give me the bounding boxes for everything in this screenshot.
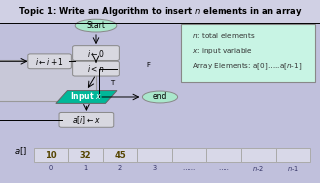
Text: ……: …… [182, 165, 196, 171]
Text: end: end [153, 92, 167, 102]
Text: $i \leftarrow 0$: $i \leftarrow 0$ [87, 48, 105, 59]
FancyBboxPatch shape [73, 46, 119, 60]
FancyBboxPatch shape [59, 112, 114, 127]
Text: T: T [110, 80, 114, 86]
Text: $n$: total elements: $n$: total elements [192, 31, 255, 40]
Text: F: F [147, 62, 151, 68]
Ellipse shape [142, 91, 178, 103]
Text: 32: 32 [80, 151, 91, 160]
Text: 45: 45 [114, 151, 126, 160]
Text: $i \leftarrow i+1$: $i \leftarrow i+1$ [35, 56, 64, 67]
Text: $i < n$: $i < n$ [87, 63, 105, 74]
Text: 1: 1 [84, 165, 87, 171]
Text: Input $x$: Input $x$ [70, 90, 102, 104]
FancyBboxPatch shape [34, 148, 68, 162]
FancyBboxPatch shape [206, 148, 241, 162]
FancyBboxPatch shape [0, 60, 96, 101]
FancyBboxPatch shape [241, 148, 276, 162]
Text: $n$-1: $n$-1 [287, 164, 299, 173]
Ellipse shape [75, 19, 117, 32]
Text: 0: 0 [49, 165, 53, 171]
Polygon shape [56, 91, 117, 103]
FancyBboxPatch shape [68, 148, 103, 162]
FancyBboxPatch shape [0, 0, 320, 23]
FancyBboxPatch shape [276, 148, 310, 162]
Text: $a[i] \leftarrow x$: $a[i] \leftarrow x$ [72, 114, 101, 126]
Text: 3: 3 [153, 165, 156, 171]
FancyBboxPatch shape [103, 148, 137, 162]
Text: $a$[]: $a$[] [14, 145, 27, 157]
Text: $x$: input variable: $x$: input variable [192, 46, 253, 56]
Text: 2: 2 [118, 165, 122, 171]
FancyBboxPatch shape [181, 24, 315, 82]
Text: Start: Start [86, 21, 106, 30]
Text: Topic 1: Write an Algorithm to insert $n$ elements in an array: Topic 1: Write an Algorithm to insert $n… [18, 5, 302, 18]
Text: …..: ….. [218, 165, 229, 171]
Text: Array Elements: a[0]…..a[$n$-1]: Array Elements: a[0]…..a[$n$-1] [192, 61, 302, 72]
FancyBboxPatch shape [28, 54, 71, 69]
FancyBboxPatch shape [172, 148, 206, 162]
FancyBboxPatch shape [73, 61, 119, 76]
Text: $n$-2: $n$-2 [252, 164, 264, 173]
Text: 10: 10 [45, 151, 57, 160]
FancyBboxPatch shape [137, 148, 172, 162]
